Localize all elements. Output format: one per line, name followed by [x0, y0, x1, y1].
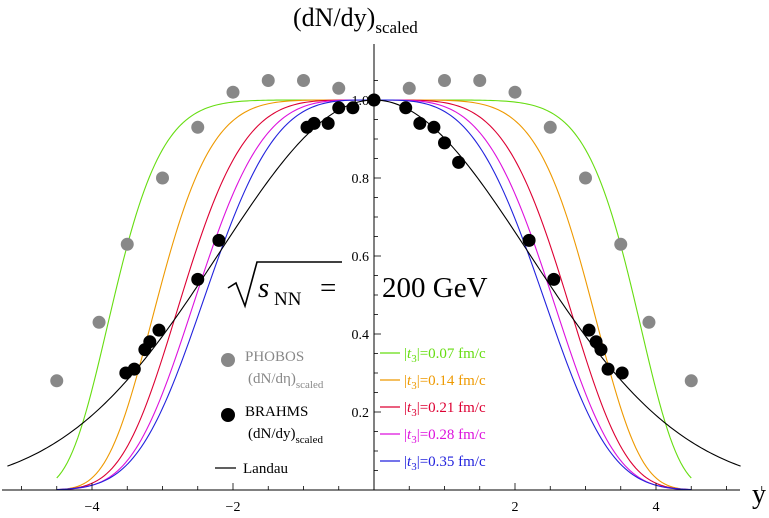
- legend-right: |t3|=0.07 fm/c |t3|=0.14 fm/c |t3|=0.21 fm…: [380, 346, 486, 473]
- brahms-point: [346, 101, 360, 115]
- axes-layer: −4 −2 2 4 0.2 0.4 0.6 0.8 1.0: [2, 44, 763, 515]
- legend-curve-label: |t3|=0.35 fm/c: [404, 454, 486, 473]
- sqrt-variable: s: [258, 272, 269, 304]
- legend-phobos-label: PHOBOS: [245, 349, 304, 365]
- x-tick-label: −4: [85, 500, 100, 515]
- brahms-point: [399, 101, 413, 115]
- legend-curve-label: |t3|=0.21 fm/c: [404, 400, 486, 419]
- x-tick-label: 2: [512, 500, 519, 515]
- phobos-point: [297, 74, 310, 87]
- x-tick-label: 4: [653, 500, 660, 515]
- phobos-point: [50, 374, 64, 388]
- y-tick-label: 0.4: [352, 328, 370, 343]
- legend-curve-label: |t3|=0.14 fm/c: [404, 373, 486, 392]
- brahms-point: [438, 136, 451, 150]
- y-tick-label: 0.6: [352, 250, 370, 265]
- phobos-point: [191, 120, 205, 134]
- energy-annotation: s NN = 200 GeV: [227, 261, 488, 310]
- brahms-point: [582, 323, 596, 337]
- legend-curve-label: |t3|=0.28 fm/c: [404, 427, 486, 446]
- chart-title: (dN/dy)scaled: [293, 3, 418, 37]
- legend-left: PHOBOS (dN/dη)scaled BRAHMS (dN/dy)scale…: [215, 349, 324, 477]
- brahms-point: [594, 343, 608, 357]
- brahms-point: [191, 272, 205, 286]
- legend-brahms-sublabel: (dN/dy)scaled: [248, 426, 323, 446]
- phobos-point: [226, 85, 240, 99]
- sqrt-sign: [227, 261, 342, 309]
- brahms-point: [547, 272, 561, 286]
- phobos-point: [508, 85, 522, 99]
- phobos-point: [543, 120, 557, 134]
- phobos-point: [684, 374, 698, 388]
- legend-curve-label: |t3|=0.07 fm/c: [404, 346, 486, 365]
- phobos-point: [261, 74, 275, 87]
- phobos-point: [120, 237, 134, 251]
- phobos-point: [156, 171, 169, 185]
- brahms-point: [452, 155, 466, 169]
- legend-brahms-marker: [221, 408, 235, 422]
- sqrt-subscript: NN: [274, 289, 302, 310]
- y-tick-label: 0.2: [352, 406, 370, 421]
- phobos-point: [332, 81, 346, 95]
- brahms-point: [321, 116, 335, 130]
- brahms-point: [152, 323, 166, 337]
- phobos-point: [579, 171, 592, 185]
- x-tick-label: −2: [226, 500, 241, 515]
- brahms-point: [615, 366, 629, 380]
- brahms-point: [307, 116, 321, 130]
- energy-value: 200 GeV: [382, 272, 488, 304]
- brahms-point: [127, 362, 141, 376]
- phobos-point: [92, 315, 106, 329]
- brahms-point: [212, 233, 226, 247]
- legend-phobos-marker: [221, 353, 235, 367]
- phobos-point: [473, 74, 487, 87]
- phobos-point: [402, 81, 416, 95]
- brahms-point: [332, 101, 346, 115]
- phobos-point: [438, 74, 451, 87]
- brahms-point: [413, 116, 427, 130]
- points-layer: [50, 74, 698, 388]
- x-axis-label: y: [752, 479, 766, 510]
- phobos-point: [642, 315, 656, 329]
- equals-sign: =: [320, 272, 336, 304]
- brahms-point: [601, 362, 615, 376]
- phobos-point: [614, 237, 628, 251]
- brahms-point: [522, 233, 536, 247]
- y-tick-label: 0.8: [352, 172, 370, 187]
- brahms-point: [427, 120, 441, 134]
- legend-brahms-label: BRAHMS: [245, 404, 308, 420]
- y-tick-label: 1.0: [352, 94, 370, 109]
- legend-phobos-sublabel: (dN/dη)scaled: [248, 371, 324, 391]
- legend-landau-label: Landau: [243, 461, 288, 477]
- brahms-point: [143, 335, 157, 349]
